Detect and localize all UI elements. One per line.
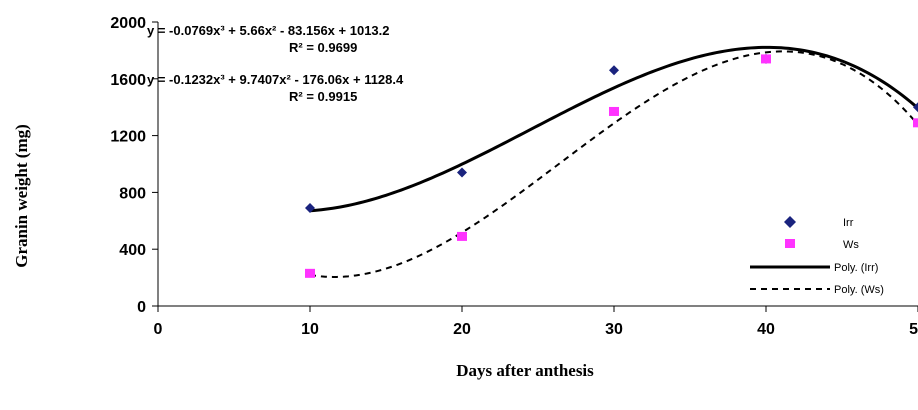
legend-poly-ws-label: Poly. (Ws) [834, 284, 884, 296]
legend-ws-square-icon [785, 239, 795, 248]
y-tick-label: 800 [119, 185, 146, 202]
x-tick-label: 0 [154, 321, 163, 338]
x-axis-ticks: 0 10 20 30 40 50 [154, 306, 918, 338]
data-markers [305, 53, 918, 278]
y-axis-title: Granin weight (mg) [12, 124, 31, 268]
data-point-irr [609, 65, 619, 76]
data-point-ws [609, 106, 619, 116]
trendline-ws-r2: R² = 0.9915 [289, 89, 357, 104]
y-tick-label: 1600 [110, 72, 146, 89]
data-point-irr [305, 203, 315, 214]
x-tick-label: 10 [301, 321, 319, 338]
legend-item-poly-irr: Poly. (Irr) [750, 262, 878, 274]
data-point-ws [761, 54, 771, 64]
trendline-irr-equation: y = -0.0769x³ + 5.66x² - 83.156x + 1013.… [147, 23, 390, 38]
y-axis-ticks: 0 400 800 1200 1600 2000 [110, 15, 158, 316]
legend-item-poly-ws: Poly. (Ws) [750, 284, 884, 296]
y-tick-label: 400 [119, 242, 146, 259]
legend-irr-label: Irr [843, 217, 854, 229]
legend-irr-diamond-icon [784, 216, 796, 228]
legend-poly-irr-label: Poly. (Irr) [834, 262, 878, 274]
legend-ws-label: Ws [843, 239, 859, 251]
y-tick-label: 0 [137, 299, 146, 316]
legend-item-irr: Irr [784, 216, 854, 229]
data-point-ws [457, 231, 467, 241]
axes [157, 22, 918, 307]
x-axis-title: Days after anthesis [456, 361, 594, 380]
x-tick-label: 30 [605, 321, 623, 338]
data-point-ws [913, 118, 918, 128]
legend-item-ws: Ws [785, 239, 859, 251]
trendline-ws-equation: y = -0.1232x³ + 9.7407x² - 176.06x + 112… [147, 72, 404, 87]
data-point-ws [305, 268, 315, 278]
y-tick-label: 2000 [110, 15, 146, 32]
x-tick-label: 40 [757, 321, 775, 338]
x-tick-label: 20 [453, 321, 471, 338]
trendline-irr [309, 45, 918, 213]
data-point-irr [457, 167, 467, 178]
y-tick-label: 1200 [110, 129, 146, 146]
data-point-irr [913, 102, 918, 113]
trendline-ws [309, 50, 918, 278]
legend: Irr Ws Poly. (Irr) Poly. (Ws) [750, 216, 884, 296]
trendlines [309, 45, 918, 278]
x-tick-label: 50 [909, 321, 918, 338]
trendline-irr-r2: R² = 0.9699 [289, 40, 357, 55]
